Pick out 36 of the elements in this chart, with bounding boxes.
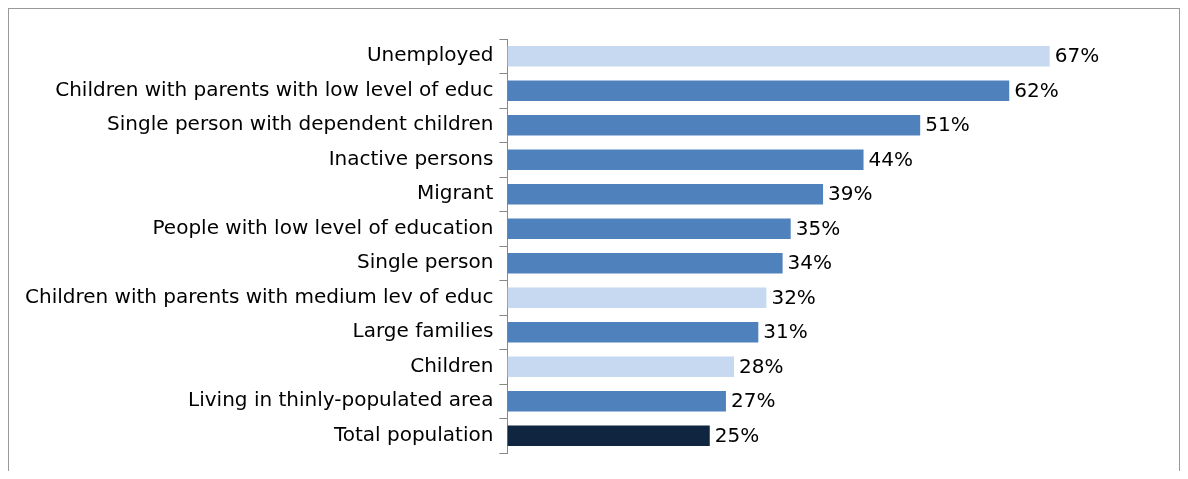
y-tick-label: Living in thinly-populated area bbox=[188, 387, 494, 412]
bar bbox=[507, 252, 783, 274]
data-label: 44% bbox=[868, 146, 913, 171]
y-tick-label: Inactive persons bbox=[328, 145, 494, 170]
y-tick-label: Single person bbox=[356, 249, 494, 274]
bar bbox=[507, 80, 1010, 102]
data-label: 31% bbox=[763, 319, 808, 344]
bar bbox=[507, 356, 735, 378]
bar bbox=[507, 218, 791, 240]
data-label: 34% bbox=[787, 250, 833, 275]
bar bbox=[507, 321, 759, 343]
bar bbox=[507, 45, 1050, 67]
data-label: 27% bbox=[730, 388, 776, 413]
bar bbox=[507, 114, 921, 136]
y-tick-label: Unemployed bbox=[366, 42, 494, 67]
y-tick-label: Children with parents with medium lev of educ bbox=[24, 283, 494, 308]
bar bbox=[507, 287, 767, 309]
data-label: 35% bbox=[795, 215, 841, 240]
bar bbox=[507, 183, 824, 205]
y-tick-label: Total population bbox=[332, 421, 494, 446]
bar bbox=[507, 390, 726, 412]
data-label: 62% bbox=[1014, 77, 1059, 102]
data-label: 39% bbox=[828, 181, 873, 206]
y-tick-label: Children bbox=[410, 352, 494, 377]
y-tick-label: Children with parents with low level of educ bbox=[55, 76, 494, 101]
data-label: 51% bbox=[925, 112, 970, 137]
y-tick-label: People with low level of education bbox=[152, 214, 494, 239]
data-label: 32% bbox=[771, 284, 816, 309]
data-label: 67% bbox=[1054, 43, 1100, 68]
data-label: 28% bbox=[739, 353, 784, 378]
y-tick-label: Single person with dependent children bbox=[107, 111, 494, 136]
bar bbox=[507, 149, 864, 171]
y-tick-label: Migrant bbox=[416, 180, 494, 205]
data-label: 25% bbox=[714, 422, 760, 447]
y-tick-label: Large families bbox=[352, 318, 494, 343]
bar bbox=[507, 425, 710, 447]
